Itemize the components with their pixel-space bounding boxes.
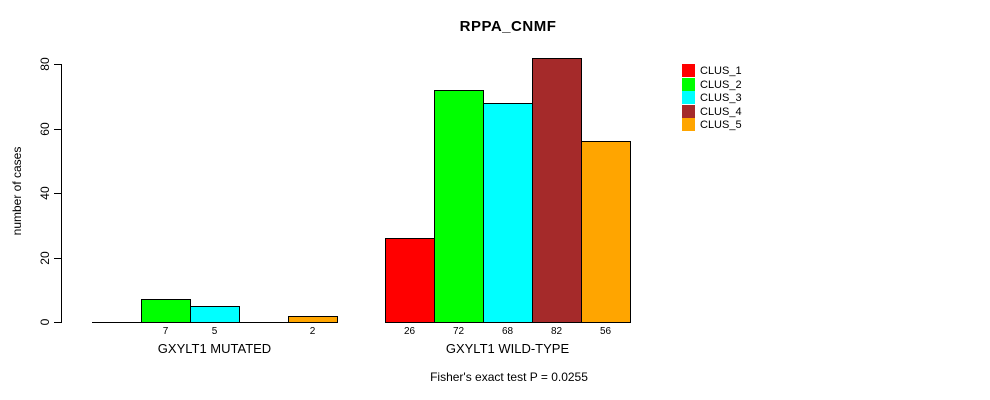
group-label-1: GXYLT1 MUTATED: [157, 341, 272, 356]
y-tick: [54, 64, 61, 65]
bar-clus_5-group1: [288, 316, 338, 323]
legend-label: CLUS_2: [700, 78, 742, 91]
bar-value-label: 72: [452, 326, 465, 337]
y-tick-label: 80: [38, 57, 52, 71]
legend-swatch-icon: [682, 118, 695, 131]
y-tick: [54, 193, 61, 194]
bar-value-label: 7: [162, 326, 169, 337]
y-axis-label: number of cases: [10, 146, 24, 236]
bar-value-label: 56: [599, 326, 612, 337]
bar-clus_1-group2: [385, 238, 435, 323]
legend-label: CLUS_3: [700, 92, 742, 104]
bar-clus_4-group2: [532, 58, 582, 323]
annotation-text: Fisher's exact test P = 0.0255: [430, 370, 588, 384]
bar-clus_2-group1: [141, 299, 191, 323]
y-tick-label: 20: [38, 250, 52, 265]
y-tick-label: 40: [38, 186, 52, 200]
bar-clus_5-group2: [581, 141, 631, 323]
group-label-2: GXYLT1 WILD-TYPE: [445, 341, 570, 356]
legend-swatch-icon: [682, 77, 695, 91]
bar-clus_3-group1: [190, 306, 240, 323]
legend-swatch-icon: [682, 91, 695, 104]
y-tick: [54, 322, 61, 323]
bar-value-label: 26: [403, 326, 416, 337]
zero-bar-clus_4-group1: [239, 322, 289, 323]
bar-clus_2-group2: [434, 90, 484, 323]
legend-swatch-icon: [682, 104, 695, 118]
y-axis-line: [61, 64, 62, 323]
y-tick-label: 0: [38, 318, 52, 326]
bar-value-label: 5: [211, 326, 218, 337]
legend-label: CLUS_5: [700, 119, 742, 131]
bar-clus_3-group2: [483, 103, 533, 323]
bar-value-label: 68: [501, 326, 514, 337]
legend-label: CLUS_4: [700, 105, 742, 118]
chart-title: RPPA_CNMF: [459, 18, 557, 35]
legend-swatch-icon: [682, 64, 695, 77]
bar-value-label: 2: [309, 326, 316, 337]
y-tick-label: 60: [38, 121, 52, 136]
bar-value-label: 82: [550, 326, 563, 337]
zero-bar-clus_1-group1: [92, 322, 142, 323]
y-tick: [54, 257, 61, 259]
legend-label: CLUS_1: [700, 65, 742, 77]
y-tick: [54, 128, 61, 130]
